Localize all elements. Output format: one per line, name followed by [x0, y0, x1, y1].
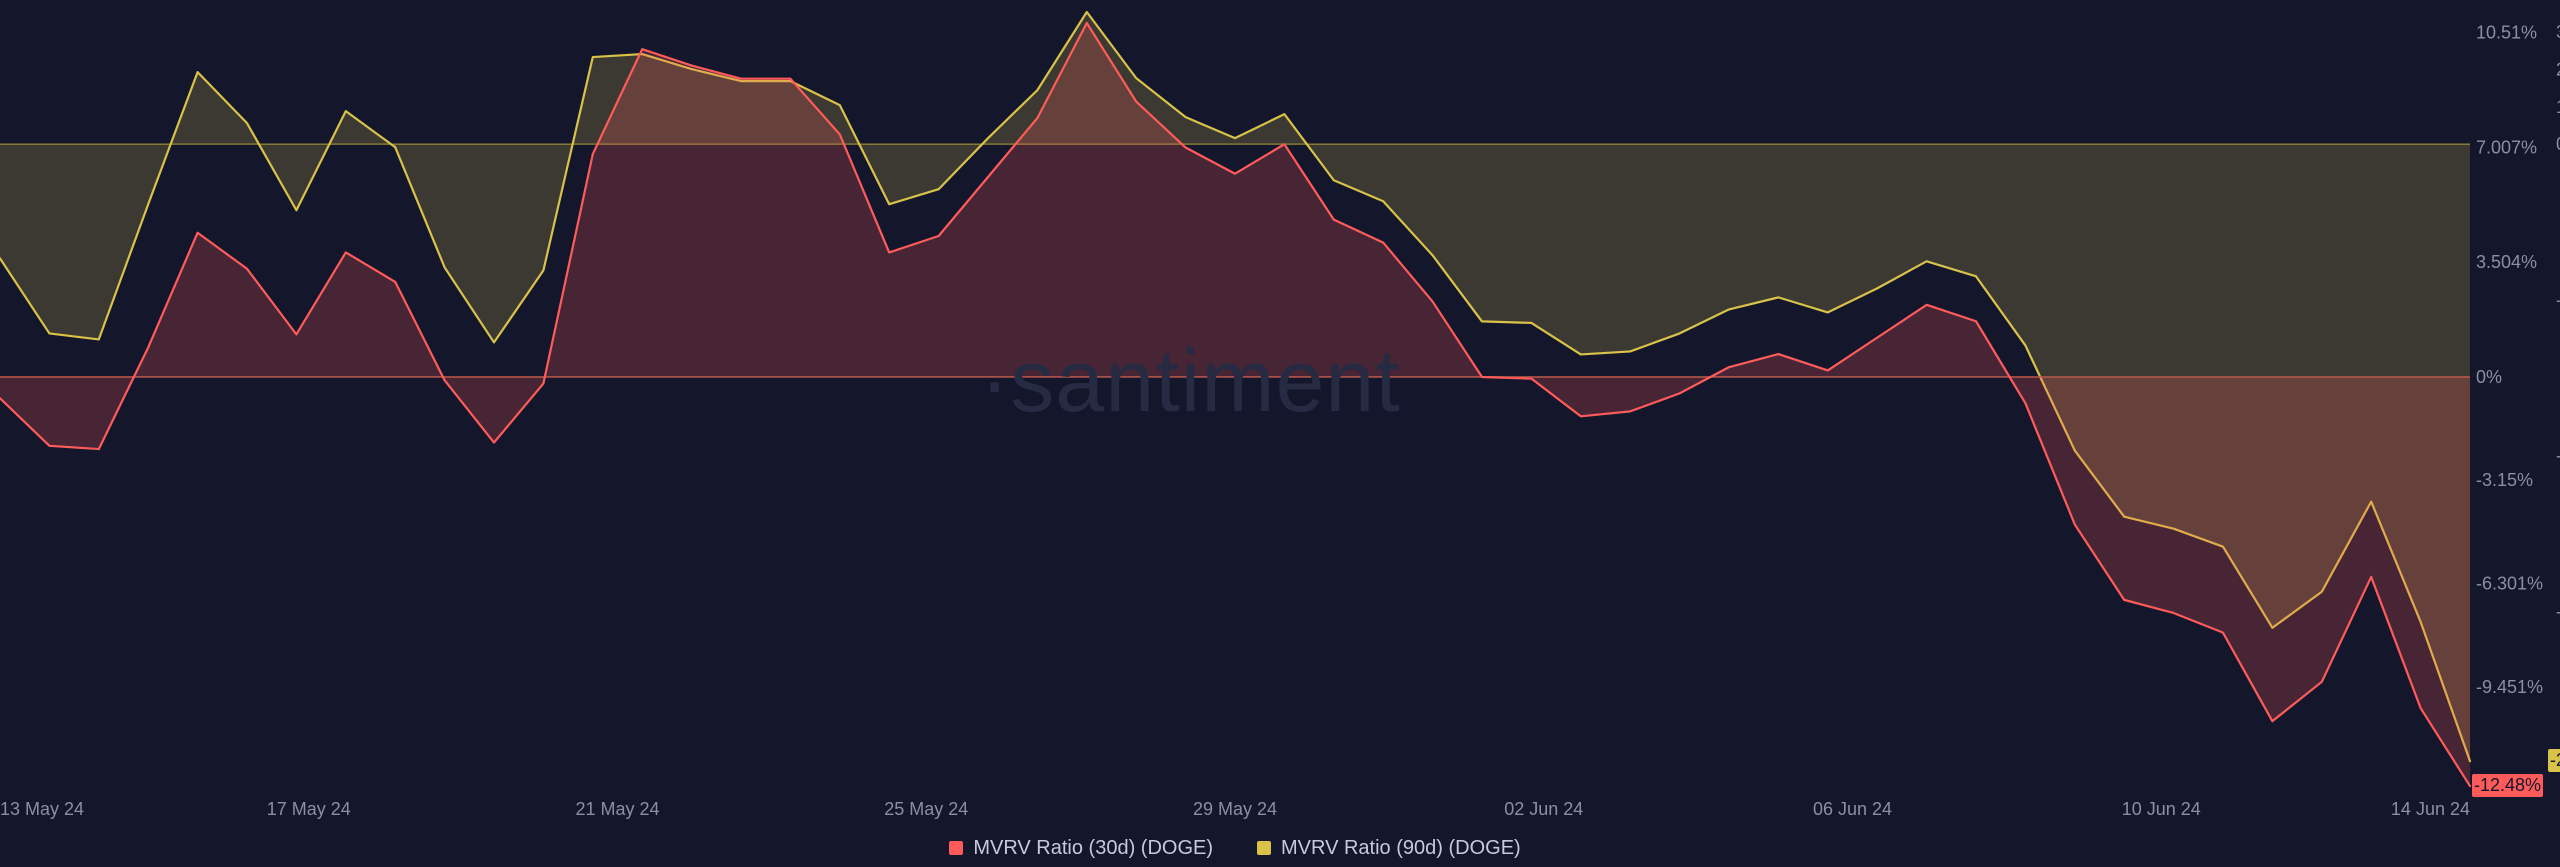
legend-label: MVRV Ratio (90d) (DOGE) — [1281, 837, 1521, 860]
chart-svg: 13 May 24 17 May 24 21 May 24 25 May 24 29 M… — [0, 0, 2560, 867]
right-axis-tick: 1.246% — [2556, 97, 2560, 117]
x-axis-label: 29 May 24 — [1193, 799, 1277, 819]
left-axis-tick: -6.301% — [2476, 574, 2543, 594]
right-axis-tick: -10.37% — [2556, 446, 2560, 466]
left-axis-tick: 7.007% — [2476, 137, 2537, 157]
x-axis-label: 13 May 24 — [0, 799, 84, 819]
legend-swatch — [949, 841, 963, 855]
right-axis-tick: 0% — [2556, 134, 2560, 154]
mvrv-chart[interactable]: 13 May 24 17 May 24 21 May 24 25 May 24 29 M… — [0, 0, 2560, 867]
right-axis-badge: -20.54% — [2548, 749, 2560, 772]
right-axis-tick: 3.739% — [2556, 22, 2560, 42]
x-axis-label: 10 Jun 24 — [2122, 799, 2201, 819]
legend-swatch — [1257, 841, 1271, 855]
x-axis-label: 14 Jun 24 — [2391, 799, 2470, 819]
left-axis-tick: 3.504% — [2476, 252, 2537, 272]
left-axis-tick: -9.451% — [2476, 677, 2543, 697]
x-axis-label: 25 May 24 — [884, 799, 968, 819]
x-axis-label: 21 May 24 — [575, 799, 659, 819]
right-axis-tick: -5.186% — [2556, 290, 2560, 310]
x-axis-label: 06 Jun 24 — [1813, 799, 1892, 819]
legend-item: MVRV Ratio (30d) (DOGE) — [949, 837, 1213, 860]
left-axis-tick: 10.51% — [2476, 22, 2537, 42]
x-axis-label: 17 May 24 — [267, 799, 351, 819]
legend-label: MVRV Ratio (30d) (DOGE) — [973, 837, 1213, 860]
left-axis-tick: -3.15% — [2476, 470, 2533, 490]
legend: MVRV Ratio (30d) (DOGE) MVRV Ratio (90d) … — [0, 837, 2470, 862]
right-axis-tick: -15.56% — [2556, 602, 2560, 622]
right-axis-tick: 2.492% — [2556, 59, 2560, 79]
x-axis-label: 02 Jun 24 — [1504, 799, 1583, 819]
left-axis-tick: 0% — [2476, 367, 2502, 387]
legend-item: MVRV Ratio (90d) (DOGE) — [1257, 837, 1521, 860]
left-axis-badge: -12.48% — [2472, 774, 2543, 797]
